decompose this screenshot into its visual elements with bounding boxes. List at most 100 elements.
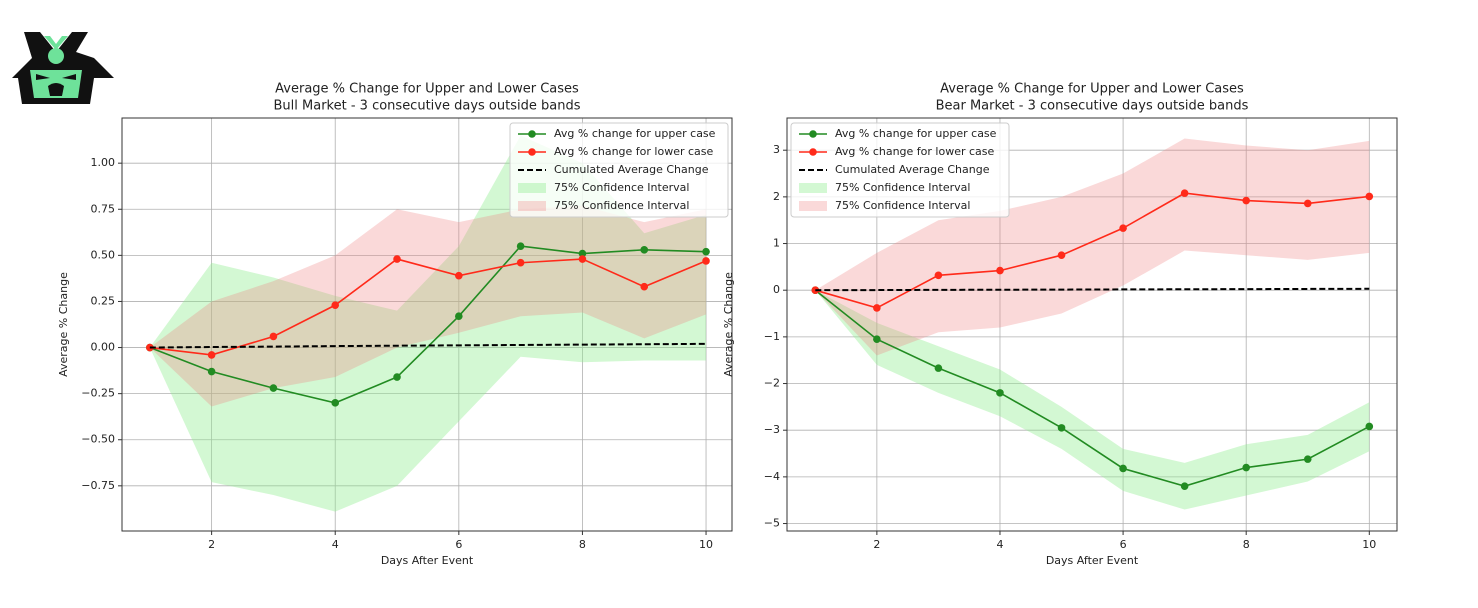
- legend-box: [790, 122, 1010, 218]
- point: [640, 246, 649, 254]
- x-tick-label: 2: [873, 538, 880, 551]
- legend-label: Avg % change for upper case: [835, 127, 997, 140]
- point: [1057, 424, 1066, 432]
- confidence-band: [149, 135, 707, 512]
- x-tick-label: 4: [332, 538, 339, 551]
- point: [873, 304, 881, 312]
- legend-marker: [809, 148, 817, 156]
- point: [1242, 463, 1250, 472]
- point: [640, 282, 649, 291]
- chart-title: Average % Change for Upper and Lower Cas…: [940, 82, 1244, 97]
- y-tick-label: 3: [773, 143, 780, 156]
- y-tick-label: 0.75: [91, 202, 116, 215]
- y-tick-label: 0: [773, 283, 780, 296]
- legend-label: 75% Confidence Interval: [835, 199, 970, 212]
- confidence-band: [815, 138, 1370, 356]
- confidence-band: [815, 290, 1370, 510]
- y-tick-label: −5: [764, 517, 780, 530]
- point: [578, 255, 587, 263]
- legend-label: 75% Confidence Interval: [835, 181, 970, 194]
- x-tick-label: 6: [455, 538, 462, 551]
- point: [331, 399, 340, 407]
- point: [207, 367, 216, 376]
- legend-label: Avg % change for upper case: [554, 127, 716, 140]
- point: [1119, 224, 1127, 232]
- y-tick-label: −0.50: [81, 433, 115, 446]
- x-axis-label: Days After Event: [381, 554, 474, 567]
- legend-marker: [528, 148, 536, 156]
- x-axis-label: Days After Event: [1046, 554, 1139, 567]
- point: [393, 373, 401, 381]
- series-line: [149, 258, 707, 356]
- point: [702, 247, 710, 256]
- point: [1180, 189, 1189, 197]
- x-tick-label: 4: [996, 538, 1003, 551]
- logo: [12, 32, 114, 104]
- y-tick-label: 1: [773, 237, 780, 250]
- point: [393, 255, 401, 263]
- point: [1303, 455, 1312, 463]
- legend-marker: [809, 130, 817, 138]
- x-tick-label: 10: [1362, 538, 1376, 551]
- legend-label: Avg % change for lower case: [835, 145, 995, 158]
- x-tick-label: 8: [1243, 538, 1250, 551]
- series-line: [149, 342, 707, 349]
- point: [269, 384, 278, 392]
- y-tick-label: −2: [764, 377, 780, 390]
- point: [455, 271, 463, 280]
- x-tick-label: 6: [1120, 538, 1127, 551]
- chart-title: Average % Change for Upper and Lower Cas…: [275, 82, 579, 97]
- y-axis-label: Average % Change: [57, 272, 70, 377]
- legend-box: [509, 122, 729, 218]
- point: [996, 266, 1004, 275]
- y-tick-label: 1.00: [91, 156, 116, 169]
- point: [1057, 251, 1066, 259]
- point: [516, 258, 525, 267]
- point: [207, 351, 216, 359]
- y-tick-label: −1: [764, 330, 780, 343]
- legend-label: Cumulated Average Change: [835, 163, 990, 176]
- point: [1180, 482, 1189, 491]
- x-tick-label: 10: [699, 538, 713, 551]
- series-line: [149, 245, 707, 404]
- legend-marker: [528, 130, 536, 138]
- point: [1242, 196, 1250, 205]
- point: [1365, 192, 1374, 201]
- y-tick-label: −3: [764, 423, 780, 436]
- legend-swatch: [518, 183, 546, 193]
- point: [269, 332, 278, 341]
- y-tick-label: 0.00: [91, 341, 116, 354]
- legend-label: Avg % change for lower case: [554, 145, 714, 158]
- legend-label: 75% Confidence Interval: [554, 199, 689, 212]
- point: [996, 389, 1004, 397]
- legend-swatch: [799, 183, 827, 193]
- point: [1303, 199, 1312, 208]
- point: [455, 312, 463, 321]
- y-tick-label: −0.25: [81, 387, 115, 400]
- point: [516, 242, 525, 250]
- point: [1365, 422, 1374, 431]
- y-tick-label: −4: [764, 470, 780, 483]
- y-tick-label: −0.75: [81, 479, 115, 492]
- point: [702, 257, 710, 265]
- legend-label: Cumulated Average Change: [554, 163, 709, 176]
- chart-subtitle: Bull Market - 3 consecutive days outside…: [274, 99, 581, 114]
- y-tick-label: 0.50: [91, 248, 116, 261]
- legend-swatch: [799, 201, 827, 211]
- series-line: [815, 192, 1370, 309]
- y-axis-label: Average % Change: [722, 272, 735, 377]
- y-tick-label: 0.25: [91, 294, 116, 307]
- point: [934, 364, 943, 372]
- y-tick-label: 2: [773, 190, 780, 203]
- point: [934, 271, 943, 280]
- point: [873, 335, 881, 344]
- x-tick-label: 8: [579, 538, 586, 551]
- plot-frame: [121, 117, 733, 532]
- legend-swatch: [518, 201, 546, 211]
- point: [331, 301, 340, 309]
- x-tick-label: 2: [208, 538, 215, 551]
- plot-frame: [786, 117, 1398, 532]
- legend-label: 75% Confidence Interval: [554, 181, 689, 194]
- series-line: [814, 289, 1370, 488]
